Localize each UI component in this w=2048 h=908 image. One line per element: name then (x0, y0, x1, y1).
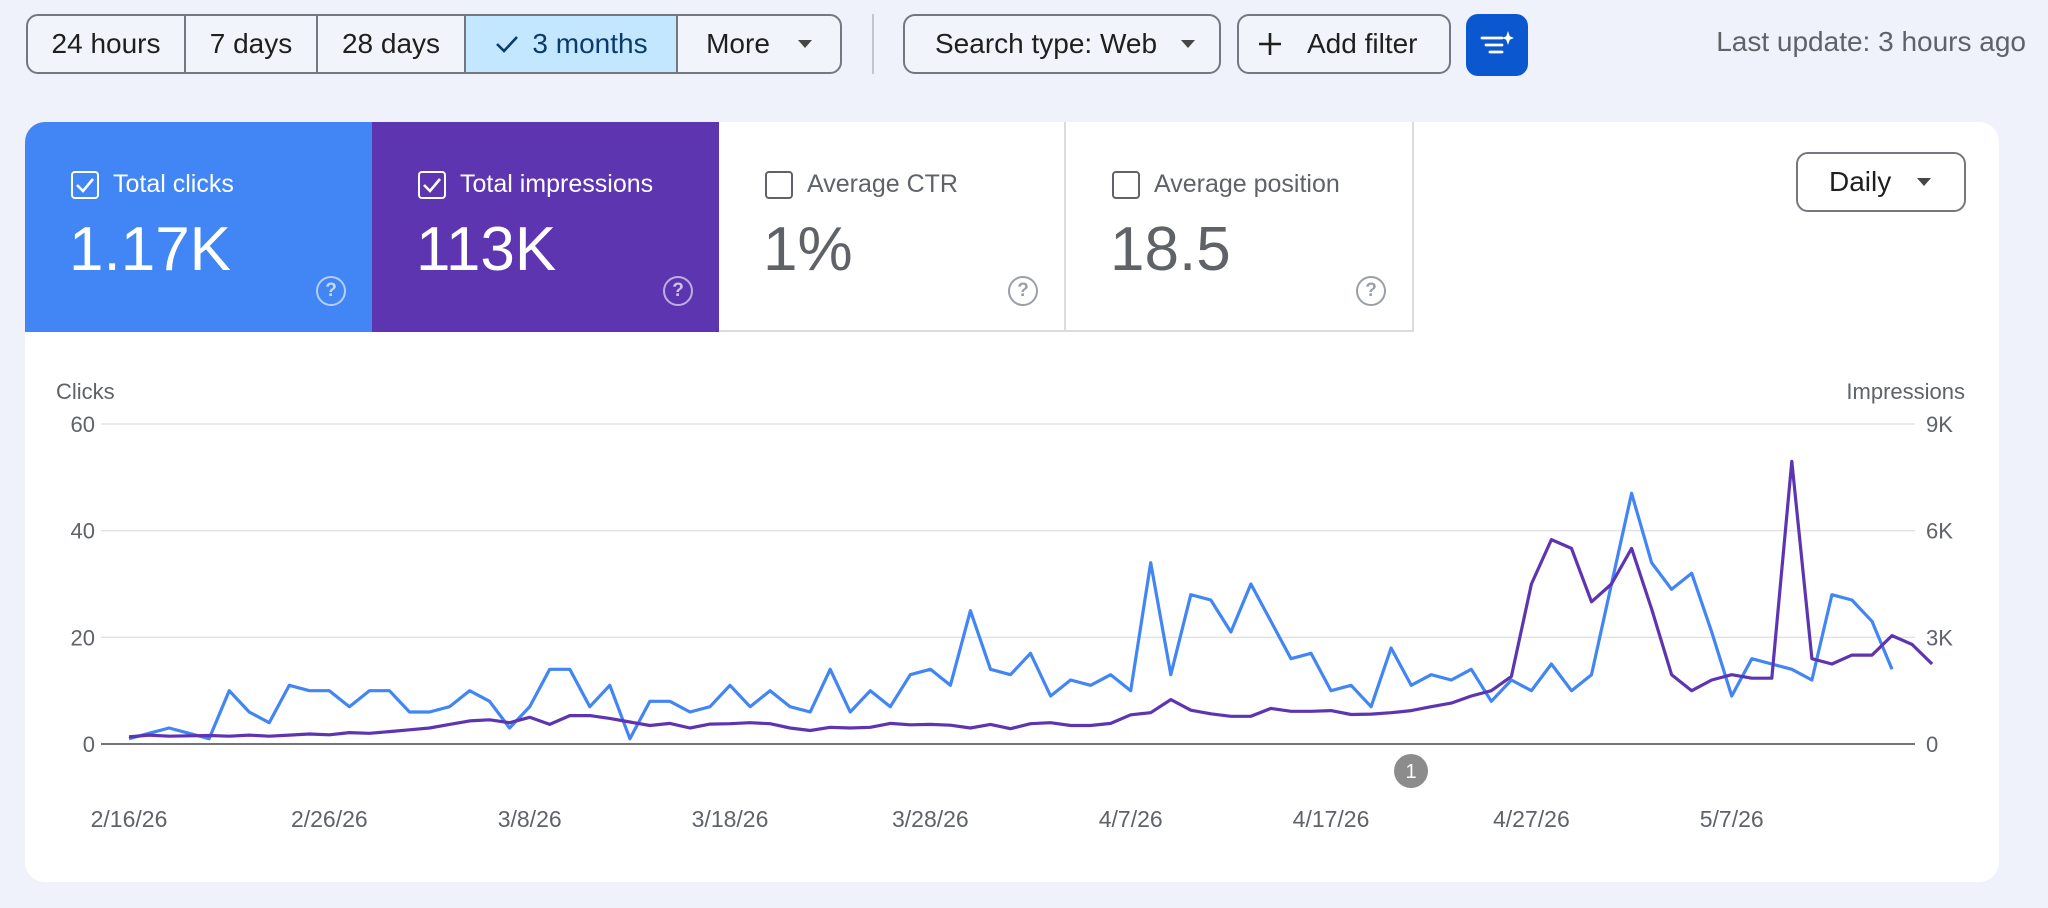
x-tick-label: 4/17/26 (1293, 806, 1370, 832)
metric-value: 113K (416, 215, 557, 284)
metric-average-ctr[interactable]: Average CTR 1% ? (719, 122, 1066, 332)
x-tick-label: 3/8/26 (498, 806, 562, 832)
help-icon[interactable]: ? (1008, 276, 1038, 306)
date-range-selector: 24 hours 7 days 28 days 3 months More (26, 14, 842, 74)
performance-card: Total clicks 1.17K ? Total impressions 1… (25, 122, 1999, 882)
x-tick-label: 2/26/26 (291, 806, 368, 832)
metric-total-impressions[interactable]: Total impressions 113K ? (372, 122, 719, 332)
ai-filter-button[interactable] (1466, 14, 1528, 76)
chevron-down-icon (1917, 178, 1932, 186)
annotation-marker[interactable]: 1 (1394, 754, 1428, 788)
plus-icon (1257, 31, 1283, 57)
metric-label: Total impressions (460, 170, 654, 198)
right-tick-label: 9K (1926, 412, 1953, 437)
chevron-down-icon (1181, 40, 1196, 48)
metric-label: Total clicks (113, 170, 234, 198)
checkbox-unchecked-icon[interactable] (765, 170, 793, 199)
annotation-marker-label: 1 (1405, 761, 1416, 783)
right-tick-label: 0 (1926, 732, 1938, 757)
performance-chart: Clicks Impressions 60 9K 40 6K 20 3K 0 0 2/16/2… (56, 379, 1965, 832)
toolbar-divider (872, 14, 874, 74)
range-28-days-label: 28 days (341, 28, 441, 59)
x-axis-labels: 2/16/26 2/26/26 3/8/26 3/18/26 3/28/26 4/7/26… (91, 806, 1764, 832)
granularity-label: Daily (1829, 166, 1892, 197)
range-7-days-label: 7 days (209, 28, 293, 59)
x-tick-label: 5/7/26 (1700, 806, 1764, 832)
gridlines (101, 423, 1915, 745)
range-24-hours-button[interactable]: 24 hours (28, 16, 186, 72)
help-icon[interactable]: ? (316, 276, 346, 306)
x-tick-label: 4/7/26 (1099, 806, 1163, 832)
more-ranges-button[interactable]: More (678, 16, 840, 72)
series-line-clicks (128, 491, 1894, 741)
chevron-down-icon (797, 40, 812, 48)
left-tick-label: 20 (71, 625, 95, 650)
right-tick-label: 6K (1926, 519, 1953, 544)
search-type-label: Search type: Web (935, 28, 1158, 59)
x-tick-label: 2/16/26 (91, 806, 168, 832)
checkbox-checked-icon[interactable] (418, 170, 446, 199)
left-tick-label: 0 (83, 732, 95, 757)
x-tick-label: 4/27/26 (1493, 806, 1570, 832)
granularity-dropdown[interactable]: Daily (1796, 152, 1966, 212)
range-3-months-label: 3 months (532, 28, 648, 59)
range-7-days-button[interactable]: 7 days (186, 16, 318, 72)
metric-average-position[interactable]: Average position 18.5 ? (1066, 122, 1414, 332)
left-axis-title: Clicks (56, 379, 115, 404)
last-update-text: Last update: 3 hours ago (1716, 26, 2026, 57)
series-lines (128, 459, 1934, 741)
axis-ticks: 60 9K 40 6K 20 3K 0 0 (71, 412, 1954, 757)
left-tick-label: 40 (71, 519, 95, 544)
check-icon (494, 33, 520, 55)
metric-value: 1.17K (69, 215, 232, 284)
metric-value: 18.5 (1110, 215, 1231, 284)
right-tick-label: 3K (1926, 625, 1953, 650)
add-filter-label: Add filter (1307, 28, 1418, 59)
filter-sparkle-icon (1480, 30, 1514, 60)
metric-label: Average position (1154, 170, 1340, 198)
x-tick-label: 3/18/26 (692, 806, 769, 832)
help-icon[interactable]: ? (1356, 276, 1386, 306)
metric-total-clicks[interactable]: Total clicks 1.17K ? (25, 122, 372, 332)
checkbox-unchecked-icon[interactable] (1112, 170, 1140, 199)
metric-value: 1% (763, 215, 853, 284)
range-3-months-button[interactable]: 3 months (466, 16, 678, 72)
range-24-hours-label: 24 hours (51, 28, 161, 59)
series-line-impressions (128, 459, 1934, 739)
x-tick-label: 3/28/26 (892, 806, 969, 832)
add-filter-button[interactable]: Add filter (1237, 14, 1451, 74)
range-28-days-button[interactable]: 28 days (318, 16, 466, 72)
left-tick-label: 60 (71, 412, 95, 437)
metric-label: Average CTR (807, 170, 958, 198)
search-type-dropdown[interactable]: Search type: Web (903, 14, 1221, 74)
right-axis-title: Impressions (1846, 379, 1965, 404)
more-label: More (706, 28, 770, 59)
help-icon[interactable]: ? (663, 276, 693, 306)
checkbox-checked-icon[interactable] (71, 170, 99, 199)
